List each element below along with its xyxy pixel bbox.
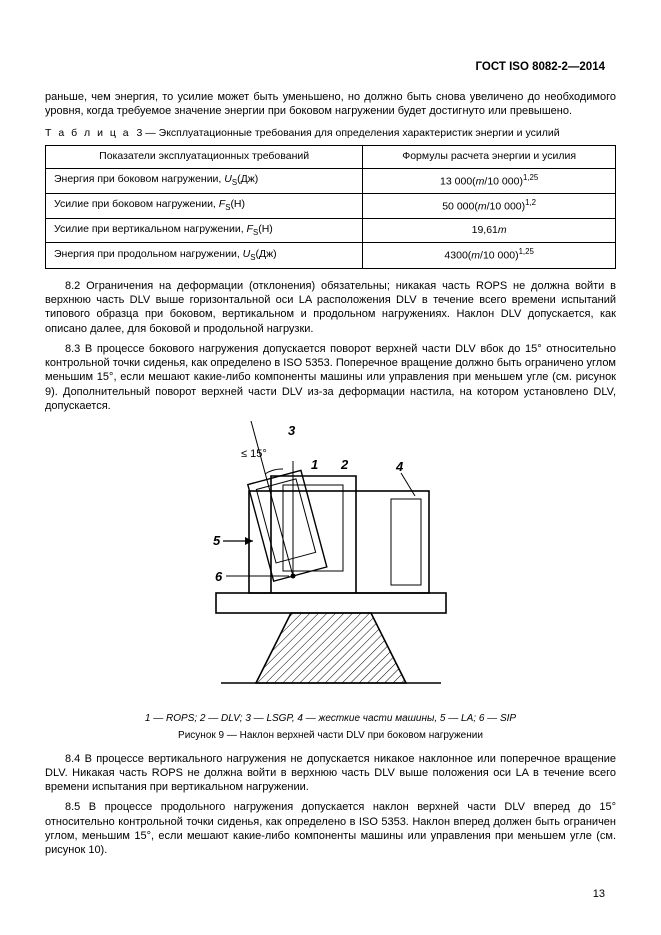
table-row: Усилие при боковом нагружении, FS(Н)50 0…: [46, 194, 616, 219]
requirements-table: Показатели эксплуатационных требований Ф…: [45, 145, 616, 268]
cab-window: [283, 485, 343, 571]
tilted-dlv: [247, 471, 326, 582]
body-para-8-2: 8.2 Ограничения на деформации (отклонени…: [45, 279, 616, 336]
axis-lsgp: [251, 421, 293, 576]
table-cell-formula: 19,61m: [363, 219, 616, 243]
table-cell-label: Усилие при вертикальном нагружении, FS(Н…: [46, 219, 363, 243]
table-row: Энергия при продольном нагружении, US(Дж…: [46, 243, 616, 268]
table-cell-formula: 4300(m/10 000)1,25: [363, 243, 616, 268]
table-row: Усилие при вертикальном нагружении, FS(Н…: [46, 219, 616, 243]
label-4: 4: [395, 459, 404, 474]
table-head-left: Показатели эксплуатационных требований: [46, 146, 363, 169]
table-head-right: Формулы расчета энергии и усилия: [363, 146, 616, 169]
table-caption-text: Эксплуатационные требования для определе…: [159, 127, 560, 139]
sip-point: [290, 574, 295, 579]
tail-para-8-5: 8.5 В процессе продольного нагружения до…: [45, 800, 616, 857]
content-area: раньше, чем энергия, то усилие может быт…: [45, 60, 616, 858]
figure-9: ≤ 15° 3 1 2 4 5 6: [45, 421, 616, 705]
label-5: 5: [213, 533, 221, 548]
label-1: 1: [311, 457, 318, 472]
page: ГОСТ ISO 8082-2—2014 раньше, чем энергия…: [0, 0, 661, 935]
table-caption-dash: —: [145, 127, 156, 139]
tail-para-8-4: 8.4 В процессе вертикального нагружения …: [45, 752, 616, 795]
figure-9-legend: 1 — ROPS; 2 — DLV; 3 — LSGP, 4 — жесткие…: [45, 712, 616, 725]
table-caption: Т а б л и ц а 3 — Эксплуатационные требо…: [45, 127, 616, 141]
table-row: Энергия при боковом нагружении, US(Дж)13…: [46, 168, 616, 193]
table-cell-label: Энергия при продольном нагружении, US(Дж…: [46, 243, 363, 268]
figure-9-svg: ≤ 15° 3 1 2 4 5 6: [171, 421, 491, 701]
table-caption-num: 3: [136, 127, 142, 139]
page-number: 13: [593, 887, 605, 901]
angle-label: ≤ 15°: [241, 448, 267, 460]
table-cell-formula: 13 000(m/10 000)1,25: [363, 168, 616, 193]
table-cell-formula: 50 000(m/10 000)1,2: [363, 194, 616, 219]
inner-panel: [391, 499, 421, 585]
doc-id-header: ГОСТ ISO 8082-2—2014: [476, 60, 605, 75]
table-cell-label: Энергия при боковом нагружении, US(Дж): [46, 168, 363, 193]
table-cell-label: Усилие при боковом нагружении, FS(Н): [46, 194, 363, 219]
angle-arc: [265, 469, 283, 474]
intro-para-1: раньше, чем энергия, то усилие может быт…: [45, 90, 616, 119]
label-3: 3: [288, 423, 296, 438]
leader-4: [401, 473, 415, 496]
deck: [216, 593, 446, 613]
lower-body: [249, 491, 429, 593]
base-pedestal: [256, 613, 406, 683]
figure-9-title: Рисунок 9 — Наклон верхней части DLV при…: [45, 729, 616, 742]
label-2: 2: [340, 457, 349, 472]
body-para-8-3: 8.3 В процессе бокового нагружения допус…: [45, 342, 616, 413]
label-6: 6: [215, 569, 223, 584]
table-caption-prefix: Т а б л и ц а: [45, 127, 131, 139]
